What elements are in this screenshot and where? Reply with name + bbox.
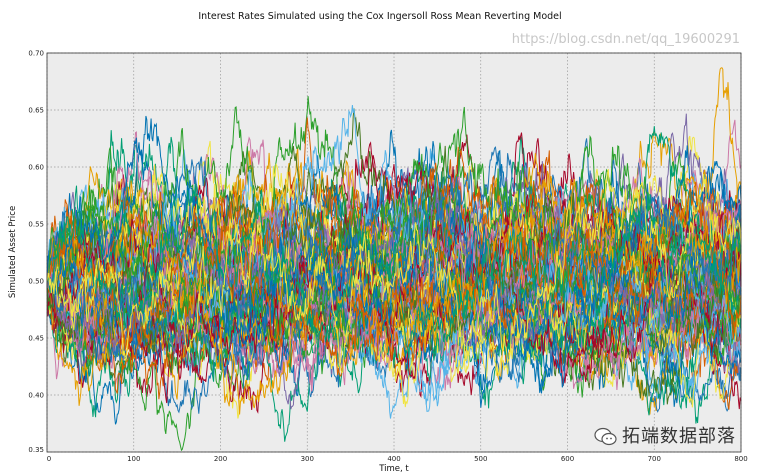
chart-title: Interest Rates Simulated using the Cox I… [198,11,562,22]
y-tick-label: 0.50 [28,278,44,286]
watermark-brand: 拓端数据部落 [622,426,736,447]
x-tick-label: 300 [301,455,314,463]
series-path-98 [46,181,742,377]
x-tick-label: 100 [127,455,140,463]
x-axis-label: Time, t [378,464,409,474]
ticks: 0 100 200 300 400 500 600 700 800 0.35 0.40 0.45 0.5… [28,50,747,464]
plot-frame [46,52,742,453]
y-tick-label: 0.45 [28,335,44,343]
watermark-url: https://blog.csdn.net/qq_19600291 [511,32,740,47]
series-paths [46,67,742,452]
x-tick-label: 700 [648,455,661,463]
y-tick-label: 0.60 [28,164,44,172]
y-tick-label: 0.40 [28,392,44,400]
series-path-95 [46,156,742,381]
series-path-99 [46,183,742,359]
series-path-100 [46,168,742,374]
y-tick-label: 0.65 [28,107,44,115]
series-path-96 [46,106,742,365]
y-tick-label: 0.70 [28,50,44,58]
x-tick-label: 200 [214,455,227,463]
x-tick-label: 0 [47,455,51,463]
x-tick-label: 800 [734,455,747,463]
y-tick-label: 0.55 [28,221,44,229]
x-tick-label: 400 [387,455,400,463]
wechat-icon [594,427,617,446]
x-tick-label: 600 [561,455,574,463]
y-tick-label: 0.35 [28,446,44,454]
x-tick-label: 500 [474,455,487,463]
y-axis-label: Simulated Asset Price [8,206,18,298]
